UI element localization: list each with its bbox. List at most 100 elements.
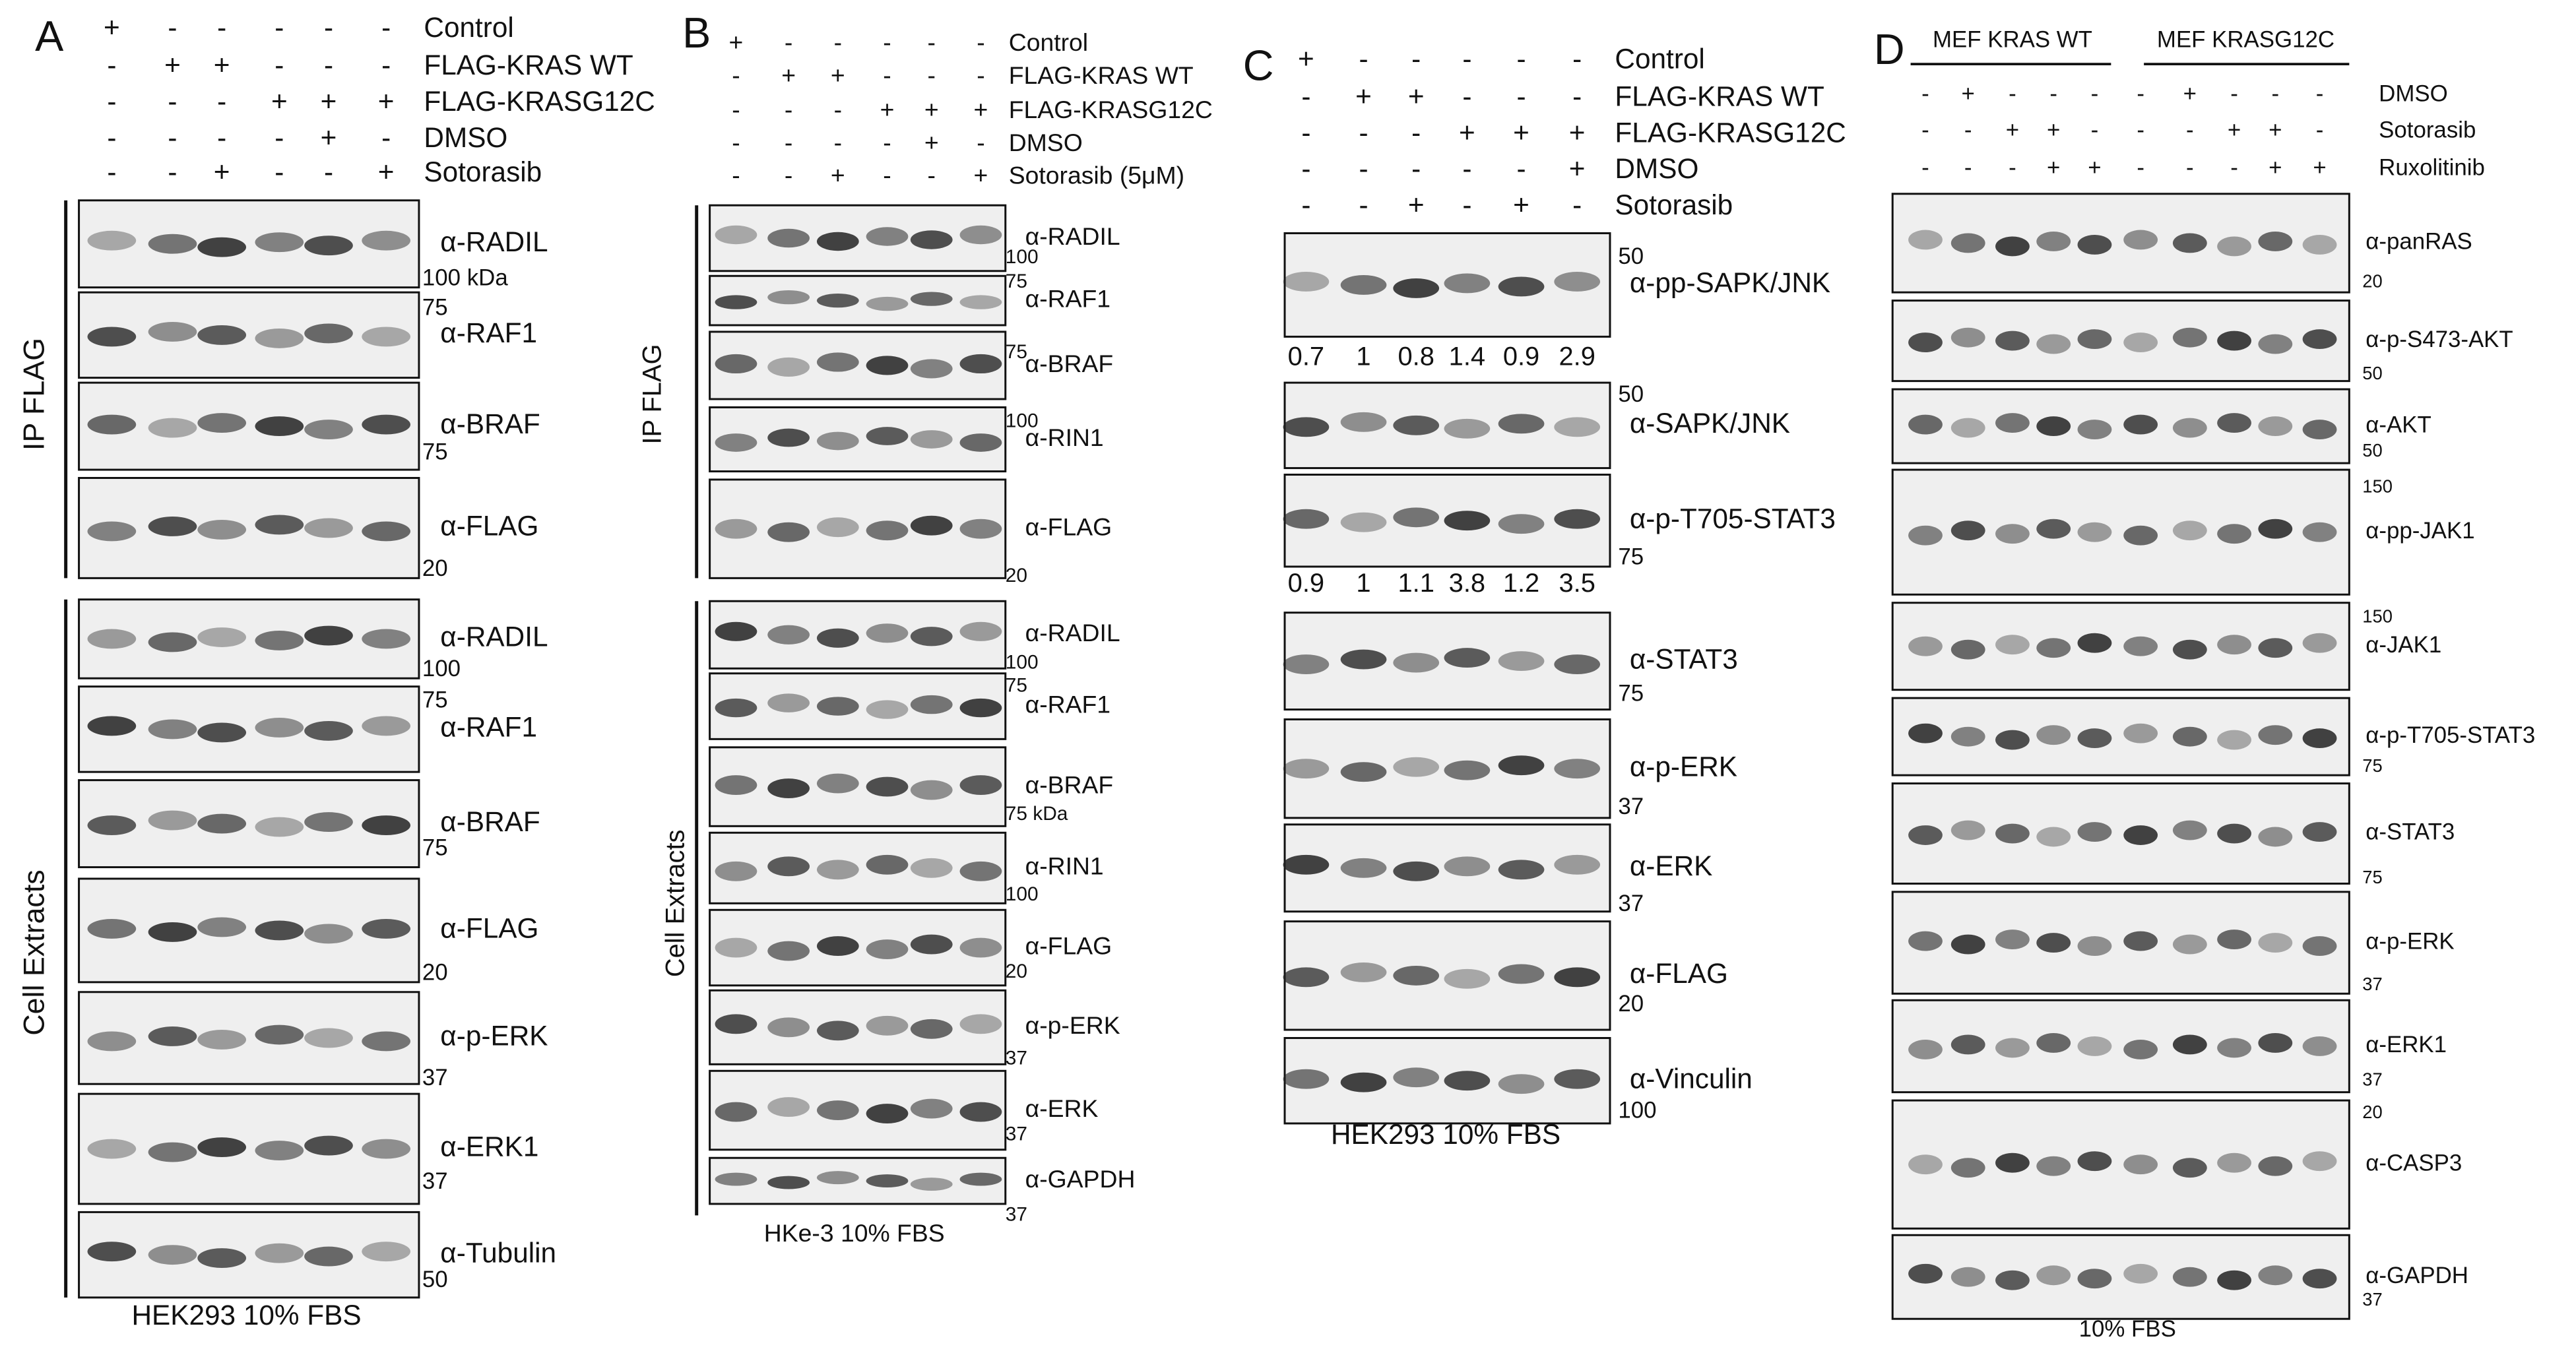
mw-marker: 20 bbox=[1006, 961, 1027, 982]
band bbox=[1554, 854, 1601, 875]
condition-sign: - bbox=[1359, 153, 1368, 184]
band bbox=[1995, 635, 2030, 655]
band bbox=[959, 1172, 1002, 1186]
band bbox=[148, 810, 197, 831]
condition-sign: + bbox=[1569, 117, 1586, 148]
band bbox=[866, 1015, 909, 1036]
blot-label: α-RAF1 bbox=[1025, 284, 1111, 312]
condition-sign: + bbox=[2228, 117, 2241, 142]
band bbox=[866, 296, 909, 311]
band bbox=[2258, 933, 2293, 953]
band bbox=[866, 1104, 909, 1123]
blot-label: α-p-ERK bbox=[1630, 751, 1737, 782]
band bbox=[197, 325, 247, 345]
band bbox=[910, 430, 953, 449]
blot-label: α-Tubulin bbox=[440, 1237, 556, 1268]
band bbox=[197, 917, 247, 937]
mw-marker: 75 bbox=[2362, 755, 2382, 776]
condition-sign: + bbox=[880, 96, 895, 123]
blot bbox=[78, 685, 420, 773]
condition-sign: - bbox=[2230, 155, 2238, 181]
band bbox=[959, 775, 1002, 796]
condition-sign: - bbox=[324, 12, 333, 43]
blot-label: α-BRAF bbox=[440, 408, 540, 439]
condition-sign: - bbox=[977, 28, 984, 56]
condition-sign: + bbox=[924, 96, 939, 123]
band bbox=[1950, 934, 1985, 955]
mw-marker: 75 bbox=[1006, 341, 1027, 363]
condition-sign: - bbox=[785, 129, 792, 156]
band bbox=[2077, 633, 2112, 653]
band bbox=[767, 357, 810, 377]
mw-marker: 75 bbox=[422, 687, 448, 712]
condition-sign: + bbox=[2047, 117, 2060, 142]
blot-label: α-ERK1 bbox=[440, 1131, 538, 1162]
band bbox=[2077, 1036, 2112, 1056]
band bbox=[767, 1176, 810, 1189]
panel-footer: 10% FBS bbox=[2079, 1316, 2176, 1342]
band bbox=[767, 856, 810, 877]
band bbox=[816, 293, 859, 308]
condition-sign: - bbox=[928, 61, 936, 89]
condition-sign: + bbox=[271, 86, 288, 117]
band bbox=[362, 1031, 411, 1052]
condition-sign: - bbox=[2230, 81, 2238, 107]
mw-marker: 100 bbox=[422, 656, 461, 681]
band bbox=[2217, 1152, 2251, 1173]
band bbox=[1908, 1263, 1943, 1284]
condition-label: DMSO bbox=[1009, 129, 1083, 156]
band bbox=[304, 518, 353, 538]
band bbox=[767, 522, 810, 542]
condition-sign: - bbox=[381, 122, 391, 153]
band bbox=[910, 780, 953, 800]
condition-sign: + bbox=[974, 96, 988, 123]
blot-label: α-p-ERK bbox=[1025, 1011, 1120, 1039]
band bbox=[2123, 931, 2158, 951]
band bbox=[715, 621, 757, 641]
band bbox=[304, 420, 353, 439]
band bbox=[362, 716, 411, 736]
section-label: Cell Extracts bbox=[660, 830, 690, 978]
mw-marker: 50 bbox=[1618, 243, 1644, 269]
condition-sign: + bbox=[2269, 117, 2282, 142]
condition-sign: - bbox=[2009, 81, 2016, 107]
condition-sign: - bbox=[1964, 117, 1972, 142]
quantification: 0.9 bbox=[1288, 569, 1324, 598]
band bbox=[959, 433, 1002, 452]
band bbox=[362, 414, 411, 435]
band bbox=[2077, 936, 2112, 957]
condition-sign: - bbox=[107, 49, 116, 80]
condition-sign: - bbox=[732, 96, 740, 123]
condition-sign: - bbox=[1411, 117, 1421, 148]
condition-sign: + bbox=[164, 49, 181, 80]
condition-label: Ruxolitinib bbox=[2379, 155, 2485, 181]
condition-sign: + bbox=[1962, 81, 1975, 107]
band bbox=[304, 1028, 353, 1048]
condition-sign: + bbox=[321, 122, 337, 153]
condition-sign: + bbox=[831, 162, 845, 189]
condition-sign: + bbox=[1459, 117, 1475, 148]
panel-letter: A bbox=[35, 12, 64, 60]
blot-label: α-RADIL bbox=[440, 621, 548, 652]
condition-label: FLAG-KRAS WT bbox=[1009, 61, 1194, 89]
mw-marker: 20 bbox=[2362, 270, 2382, 291]
blot-label: α-Vinculin bbox=[1630, 1063, 1753, 1094]
band bbox=[816, 628, 859, 648]
mw-marker: 75 bbox=[1006, 270, 1027, 292]
band bbox=[2302, 728, 2337, 749]
condition-sign: - bbox=[2091, 117, 2099, 142]
panel-footer: HKe-3 10% FBS bbox=[764, 1219, 945, 1247]
band bbox=[1950, 639, 1985, 660]
band bbox=[816, 517, 859, 538]
condition-sign: + bbox=[1408, 189, 1425, 220]
condition-sign: - bbox=[883, 129, 891, 156]
band bbox=[2172, 1034, 2207, 1055]
condition-sign: + bbox=[2006, 117, 2019, 142]
band bbox=[1340, 649, 1387, 670]
band bbox=[816, 1021, 859, 1041]
band bbox=[255, 1024, 304, 1045]
band bbox=[910, 695, 953, 714]
band bbox=[2217, 823, 2251, 844]
